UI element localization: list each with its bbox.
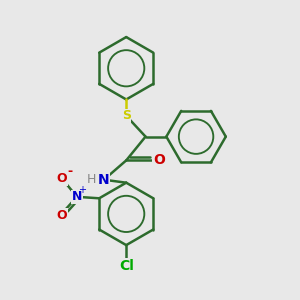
Text: +: + [78,185,86,195]
Text: -: - [68,165,73,178]
Text: O: O [57,172,68,185]
Text: S: S [122,109,131,122]
Text: H: H [87,173,96,186]
Text: O: O [153,153,165,167]
Text: Cl: Cl [119,259,134,273]
Text: O: O [57,209,68,222]
Text: N: N [98,173,110,187]
Text: N: N [72,190,82,203]
